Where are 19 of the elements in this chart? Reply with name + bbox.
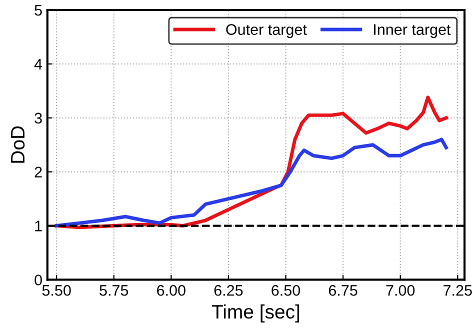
y-tick-label: 2 bbox=[34, 166, 42, 178]
x-tick-label: 6.50 bbox=[272, 284, 300, 296]
legend-label: Inner target bbox=[374, 24, 451, 38]
x-tick-label: 6.25 bbox=[214, 284, 243, 296]
x-axis-title: Time [sec] bbox=[212, 304, 300, 323]
legend-label: Outer target bbox=[226, 24, 307, 38]
x-tick-label: 5.75 bbox=[100, 285, 128, 296]
y-tick-label: 3 bbox=[34, 112, 42, 124]
y-axis-title: DoD bbox=[11, 126, 25, 163]
y-tick-label: 5 bbox=[34, 5, 42, 16]
x-tick-label: 5.50 bbox=[42, 284, 71, 296]
x-tick-label: 6.75 bbox=[328, 284, 358, 296]
line-series bbox=[54, 138, 448, 228]
y-tick-label: 4 bbox=[34, 58, 42, 70]
x-tick-label: 7.25 bbox=[444, 284, 472, 296]
y-tick-label: 0 bbox=[34, 274, 42, 286]
x-tick-label: 7.00 bbox=[386, 284, 415, 296]
y-tick-label: 1 bbox=[35, 220, 42, 232]
x-tick-label: 6.00 bbox=[157, 284, 186, 296]
